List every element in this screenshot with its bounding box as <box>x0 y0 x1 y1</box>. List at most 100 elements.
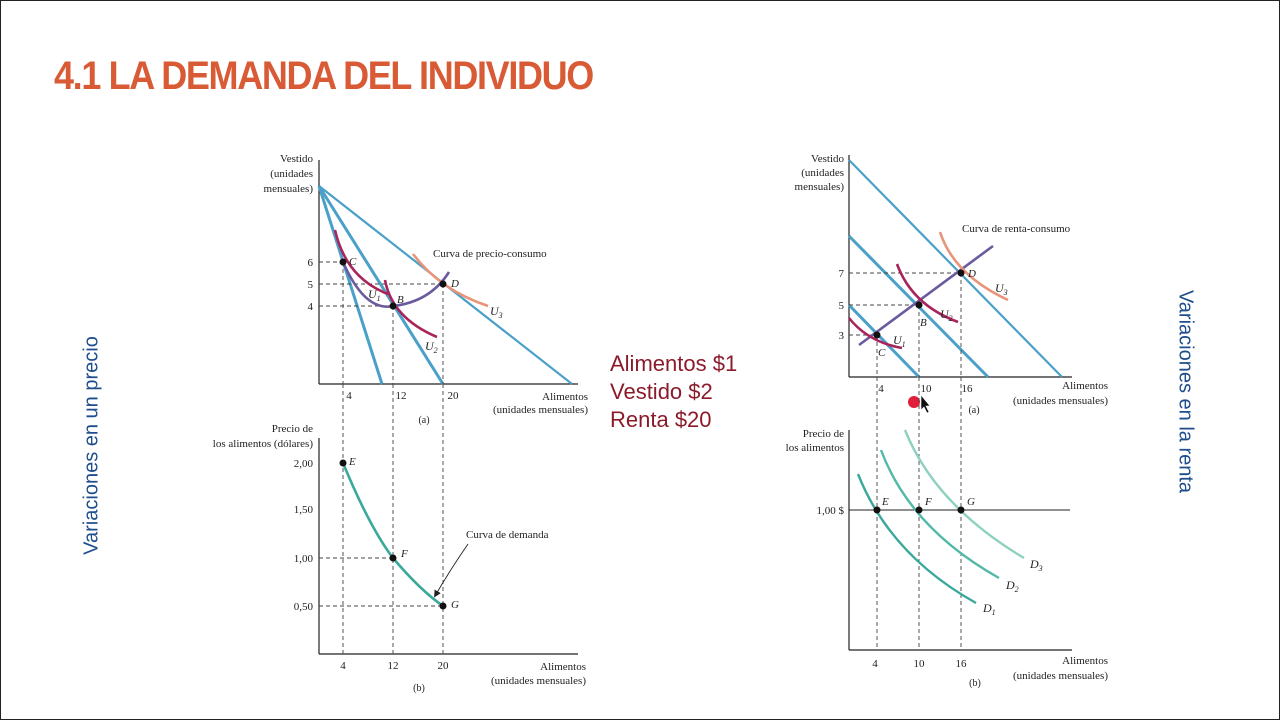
point-c-right-label: C <box>878 347 886 359</box>
right-top-y-title-3: mensuales) <box>795 181 845 193</box>
left-bottom-ytick-200: 2,00 <box>294 458 314 470</box>
u3-right-label: U3 <box>995 281 1008 297</box>
point-b <box>389 302 397 310</box>
u2-label: U2 <box>425 339 438 355</box>
indifference-curve-u2-right <box>895 263 959 324</box>
left-top-diagram: C B D U1 U2 U3 Curva de precio-consumo 6… <box>264 153 589 426</box>
right-bottom-y-title-2: los alimentos <box>786 442 844 454</box>
point-f-label: F <box>400 548 408 560</box>
point-e-right-label: E <box>881 496 889 508</box>
left-top-y-title-2: (unidades <box>270 168 313 180</box>
right-bottom-y-title-1: Precio de <box>803 428 844 440</box>
indifference-curve-u3-right <box>938 231 1009 302</box>
slide-title: 4.1 LA DEMANDA DEL INDIVIDUO <box>54 54 594 98</box>
price-list: Alimentos $1 Vestido $2 Renta $20 <box>610 350 737 434</box>
point-d <box>439 280 447 288</box>
income-consumption-curve <box>858 244 994 347</box>
point-f <box>389 554 397 562</box>
point-c-label: C <box>349 256 357 268</box>
point-f-right <box>915 506 923 514</box>
d1-label: D1 <box>982 601 996 617</box>
left-bottom-ytick-100: 1,00 <box>294 553 314 565</box>
right-bottom-xtick-4: 4 <box>872 658 878 670</box>
right-top-x-title-1: Alimentos <box>1062 380 1108 392</box>
left-bottom-xtick-4: 4 <box>340 660 346 672</box>
right-top-panel-label: (a) <box>968 405 979 416</box>
left-bottom-y-title-2: los alimentos (dólares) <box>213 438 314 450</box>
right-top-diagram: C B D U1 U2 U3 Curva de renta-consumo 7 … <box>795 153 1109 416</box>
left-top-panel-label: (a) <box>418 415 429 426</box>
cursor-arrow-icon <box>920 394 931 414</box>
left-bottom-x-title-1: Alimentos <box>540 661 586 673</box>
price-clothing: Vestido $2 <box>610 379 713 404</box>
point-g-label: G <box>451 599 459 611</box>
pointer-annotation <box>908 394 931 414</box>
left-bottom-diagram: E F G Curva de demanda 2,00 1,50 1,00 0,… <box>213 384 586 694</box>
point-e-right <box>873 506 881 514</box>
left-bottom-xtick-12: 12 <box>388 660 399 672</box>
right-top-xtick-4: 4 <box>878 383 884 395</box>
left-top-ytick-6: 6 <box>308 257 314 269</box>
right-top-ytick-7: 7 <box>839 268 845 280</box>
left-top-xtick-20: 20 <box>448 390 460 402</box>
point-e-label: E <box>348 456 356 468</box>
left-top-guides <box>319 261 444 384</box>
left-top-y-title-1: Vestido <box>280 153 314 165</box>
budget-line-low <box>847 303 921 379</box>
right-bottom-ytick-100: 1,00 $ <box>817 505 845 517</box>
indifference-curve-u1-right <box>847 317 903 350</box>
right-top-y-title-2: (unidades <box>801 167 844 179</box>
point-b-right-label: B <box>920 317 927 329</box>
point-f-right-label: F <box>924 496 932 508</box>
left-top-xtick-4: 4 <box>346 390 352 402</box>
indifference-curve-u1 <box>333 229 389 296</box>
right-top-ytick-3: 3 <box>839 330 845 342</box>
budget-line-high <box>848 159 1063 378</box>
left-bottom-x-title-2: (unidades mensuales) <box>491 675 586 687</box>
left-bottom-y-title-1: Precio de <box>272 423 313 435</box>
point-g-right-label: G <box>967 496 975 508</box>
left-bottom-panel-label: (b) <box>413 683 425 694</box>
price-food: Alimentos $1 <box>610 351 738 376</box>
right-bottom-xtick-16: 16 <box>956 658 968 670</box>
u2-right-label: U2 <box>940 307 953 323</box>
right-top-xtick-16: 16 <box>962 383 974 395</box>
u1-label: U1 <box>368 287 381 303</box>
d3-label: D3 <box>1029 557 1043 573</box>
left-top-ytick-5: 5 <box>308 279 314 291</box>
point-d-right <box>957 269 965 277</box>
right-bottom-diagram: E F G D1 D2 D3 1,00 $ 4 10 16 Precio de … <box>786 377 1108 689</box>
u3-label: U3 <box>490 304 503 320</box>
income-consumption-label: Curva de renta-consumo <box>962 223 1071 235</box>
left-top-xtick-12: 12 <box>396 390 407 402</box>
right-bottom-xtick-10: 10 <box>914 658 926 670</box>
red-dot-icon <box>908 396 920 408</box>
u1-right-label: U1 <box>893 333 906 349</box>
point-g <box>439 602 447 610</box>
price-income: Renta $20 <box>610 407 712 432</box>
left-bottom-ytick-050: 0,50 <box>294 601 314 613</box>
left-bottom-xtick-20: 20 <box>438 660 450 672</box>
point-b-label: B <box>397 294 404 306</box>
right-top-ytick-5: 5 <box>839 300 845 312</box>
budget-line-1 <box>317 185 384 385</box>
point-g-right <box>957 506 965 514</box>
demand-curve-d2 <box>879 449 1000 580</box>
point-d-right-label: D <box>967 268 976 280</box>
point-e <box>339 459 347 467</box>
demand-curve-label: Curva de demanda <box>466 529 549 541</box>
indifference-curve-u2 <box>383 279 438 339</box>
right-bottom-x-title-1: Alimentos <box>1062 655 1108 667</box>
point-c <box>339 258 347 266</box>
point-b-right <box>915 301 923 309</box>
budget-line-2 <box>317 185 445 385</box>
right-top-x-title-2: (unidades mensuales) <box>1013 395 1108 407</box>
right-top-xtick-10: 10 <box>921 383 933 395</box>
demand-curve-d1 <box>856 473 977 605</box>
left-bottom-ytick-150: 1,50 <box>294 504 314 516</box>
right-top-y-title-1: Vestido <box>811 153 845 165</box>
demand-curve-arrow <box>434 543 469 598</box>
point-d-label: D <box>450 278 459 290</box>
left-top-y-title-3: mensuales) <box>264 183 314 195</box>
